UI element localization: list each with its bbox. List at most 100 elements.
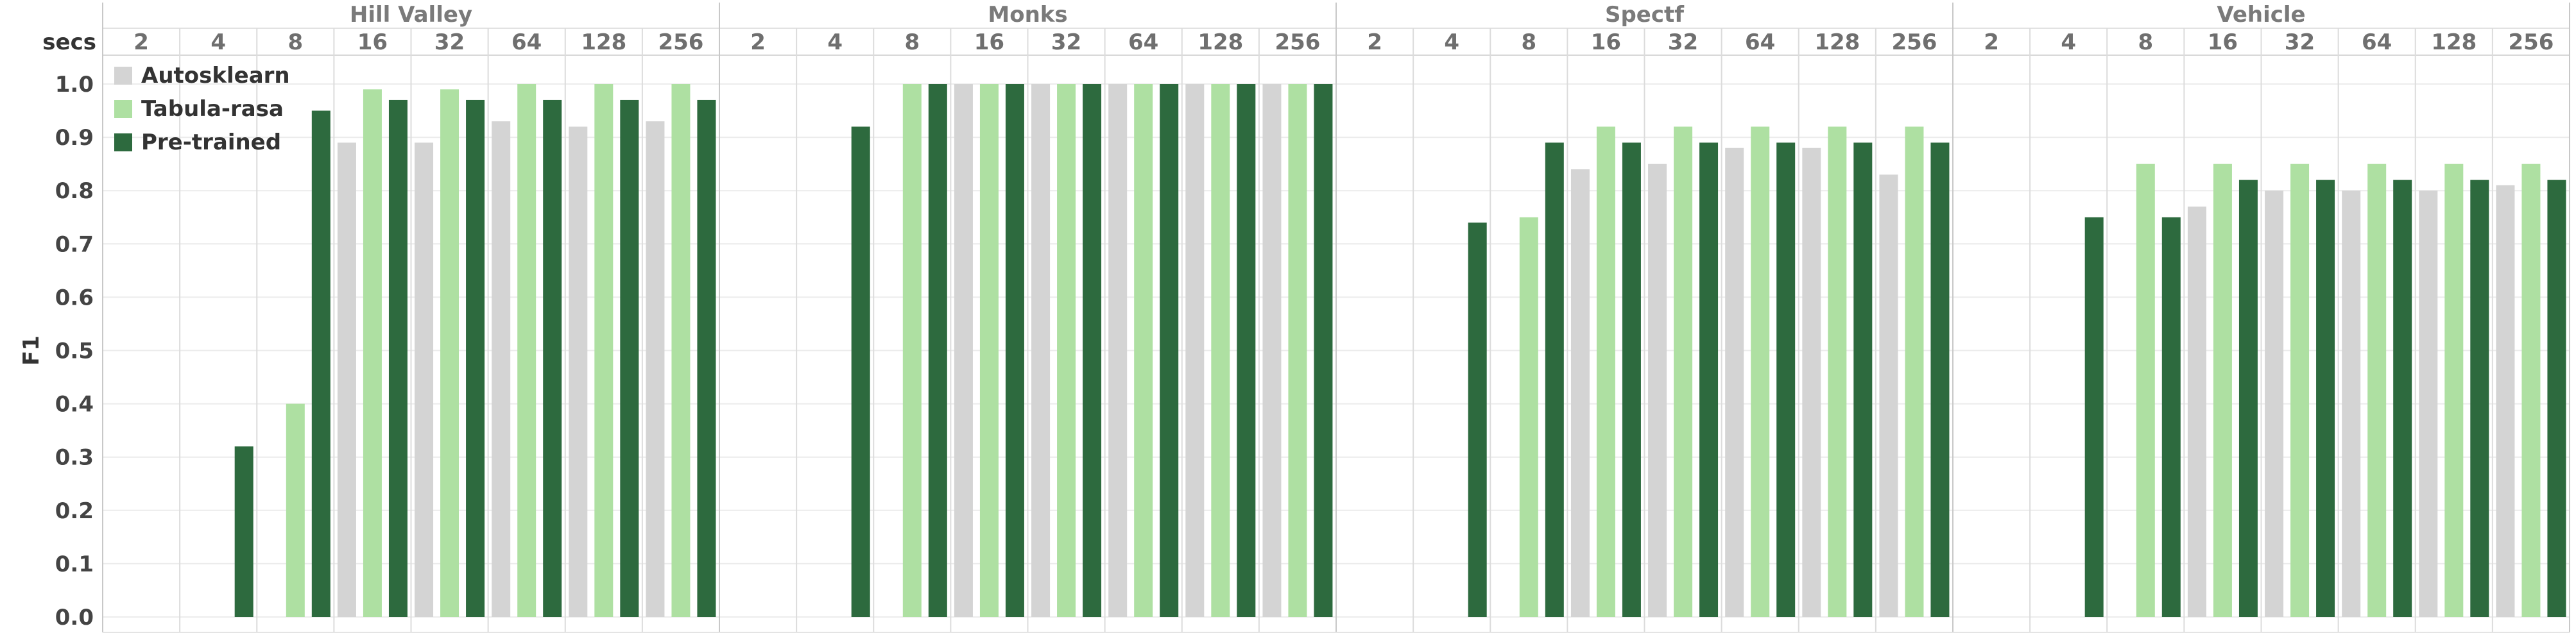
facet-title: Spectf (1605, 2, 1685, 28)
bar-pre-trained-hill-valley-128 (620, 99, 639, 617)
bar-autosklearn-hill-valley-16 (337, 142, 356, 617)
bar-autosklearn-vehicle-32 (2265, 190, 2284, 617)
bar-autosklearn-vehicle-128 (2419, 190, 2438, 617)
column-label: 256 (658, 30, 703, 55)
bar-pre-trained-monks-8 (928, 84, 947, 617)
legend-label: Pre-trained (141, 130, 281, 155)
bar-autosklearn-spectf-16 (1570, 169, 1590, 618)
bar-tabula-rasa-hill-valley-256 (671, 84, 691, 617)
bar-tabula-rasa-hill-valley-16 (363, 89, 382, 617)
column-label: 4 (210, 30, 226, 55)
bar-pre-trained-hill-valley-4 (234, 446, 253, 617)
y-tick-label: 0.5 (55, 339, 94, 364)
bar-pre-trained-vehicle-64 (2393, 180, 2412, 618)
bar-tabula-rasa-vehicle-16 (2213, 164, 2232, 617)
facet-title: Monks (988, 2, 1067, 28)
column-label: 128 (2431, 30, 2477, 55)
bar-autosklearn-monks-64 (1108, 84, 1128, 617)
column-label: 2 (1984, 30, 1999, 55)
column-label: 32 (434, 30, 465, 55)
bar-pre-trained-spectf-256 (1930, 142, 1950, 617)
bar-tabula-rasa-spectf-256 (1905, 126, 1924, 618)
bar-pre-trained-monks-16 (1005, 84, 1024, 617)
column-label: 128 (1814, 30, 1860, 55)
column-label: 2 (750, 30, 766, 55)
bar-tabula-rasa-vehicle-128 (2444, 164, 2464, 617)
bar-autosklearn-spectf-256 (1879, 174, 1898, 617)
bar-tabula-rasa-monks-32 (1057, 84, 1076, 617)
column-label: 16 (357, 30, 388, 55)
column-label: 256 (2508, 30, 2554, 55)
secs-label: secs (42, 30, 96, 55)
bar-autosklearn-monks-32 (1031, 84, 1051, 617)
y-tick-label: 0.6 (55, 285, 94, 310)
bar-autosklearn-spectf-32 (1648, 164, 1667, 617)
column-label: 128 (1198, 30, 1243, 55)
bar-autosklearn-spectf-64 (1725, 148, 1744, 618)
bar-autosklearn-spectf-128 (1802, 148, 1821, 618)
bar-autosklearn-monks-256 (1262, 84, 1282, 617)
bar-pre-trained-spectf-128 (1853, 142, 1873, 617)
bar-tabula-rasa-vehicle-64 (2367, 164, 2387, 617)
bar-pre-trained-vehicle-128 (2470, 180, 2489, 618)
bar-tabula-rasa-spectf-64 (1751, 126, 1770, 618)
column-label: 32 (1668, 30, 1698, 55)
column-label: 16 (974, 30, 1004, 55)
bar-tabula-rasa-monks-8 (902, 84, 922, 617)
column-label: 32 (2285, 30, 2315, 55)
bar-pre-trained-monks-64 (1160, 84, 1179, 617)
y-tick-label: 0.1 (55, 552, 94, 577)
bar-pre-trained-hill-valley-64 (543, 99, 562, 617)
bar-tabula-rasa-monks-64 (1134, 84, 1153, 617)
bar-pre-trained-spectf-16 (1622, 142, 1641, 617)
column-label: 128 (581, 30, 626, 55)
bar-pre-trained-monks-256 (1314, 84, 1333, 617)
bar-pre-trained-hill-valley-256 (697, 99, 716, 617)
column-label: 2 (133, 30, 149, 55)
bar-autosklearn-hill-valley-128 (569, 126, 588, 618)
y-axis-title: F1 (19, 335, 44, 366)
bar-autosklearn-hill-valley-64 (492, 121, 511, 618)
bar-tabula-rasa-hill-valley-64 (517, 84, 537, 617)
column-label: 8 (904, 30, 920, 55)
bar-autosklearn-vehicle-16 (2187, 207, 2206, 617)
bar-pre-trained-spectf-8 (1545, 142, 1564, 617)
bar-pre-trained-spectf-64 (1776, 142, 1796, 617)
column-label: 64 (1745, 30, 1775, 55)
bar-tabula-rasa-spectf-32 (1674, 126, 1693, 618)
bar-pre-trained-vehicle-4 (2084, 217, 2104, 617)
bar-autosklearn-vehicle-64 (2342, 190, 2361, 617)
bar-tabula-rasa-monks-16 (979, 84, 999, 617)
column-label: 32 (1051, 30, 1081, 55)
legend-label: Autosklearn (141, 63, 290, 89)
bar-tabula-rasa-monks-256 (1288, 84, 1307, 617)
legend-swatch-tabula-rasa (114, 100, 132, 118)
bar-tabula-rasa-spectf-16 (1596, 126, 1615, 618)
bar-tabula-rasa-hill-valley-32 (440, 89, 459, 617)
y-tick-label: 0.0 (55, 605, 94, 630)
bar-autosklearn-hill-valley-32 (415, 142, 434, 617)
column-label: 256 (1275, 30, 1320, 55)
bar-autosklearn-hill-valley-256 (646, 121, 665, 618)
y-tick-label: 0.9 (55, 125, 94, 151)
bar-tabula-rasa-hill-valley-128 (594, 84, 614, 617)
bar-autosklearn-monks-16 (954, 84, 973, 617)
bar-tabula-rasa-spectf-128 (1828, 126, 1847, 618)
bar-pre-trained-monks-4 (851, 126, 870, 618)
bar-pre-trained-monks-32 (1083, 84, 1102, 617)
bar-tabula-rasa-monks-128 (1211, 84, 1230, 617)
y-tick-label: 1.0 (55, 72, 94, 97)
column-label: 2 (1367, 30, 1382, 55)
y-tick-label: 0.3 (55, 445, 94, 471)
legend-swatch-pre-trained (114, 133, 132, 151)
bar-pre-trained-hill-valley-16 (388, 99, 408, 617)
bar-pre-trained-vehicle-256 (2547, 180, 2566, 618)
column-label: 4 (827, 30, 843, 55)
legend-label: Tabula-rasa (141, 96, 284, 122)
bar-tabula-rasa-vehicle-8 (2136, 164, 2155, 617)
bar-tabula-rasa-vehicle-256 (2521, 164, 2541, 617)
bar-pre-trained-hill-valley-32 (466, 99, 485, 617)
column-label: 256 (1891, 30, 1937, 55)
